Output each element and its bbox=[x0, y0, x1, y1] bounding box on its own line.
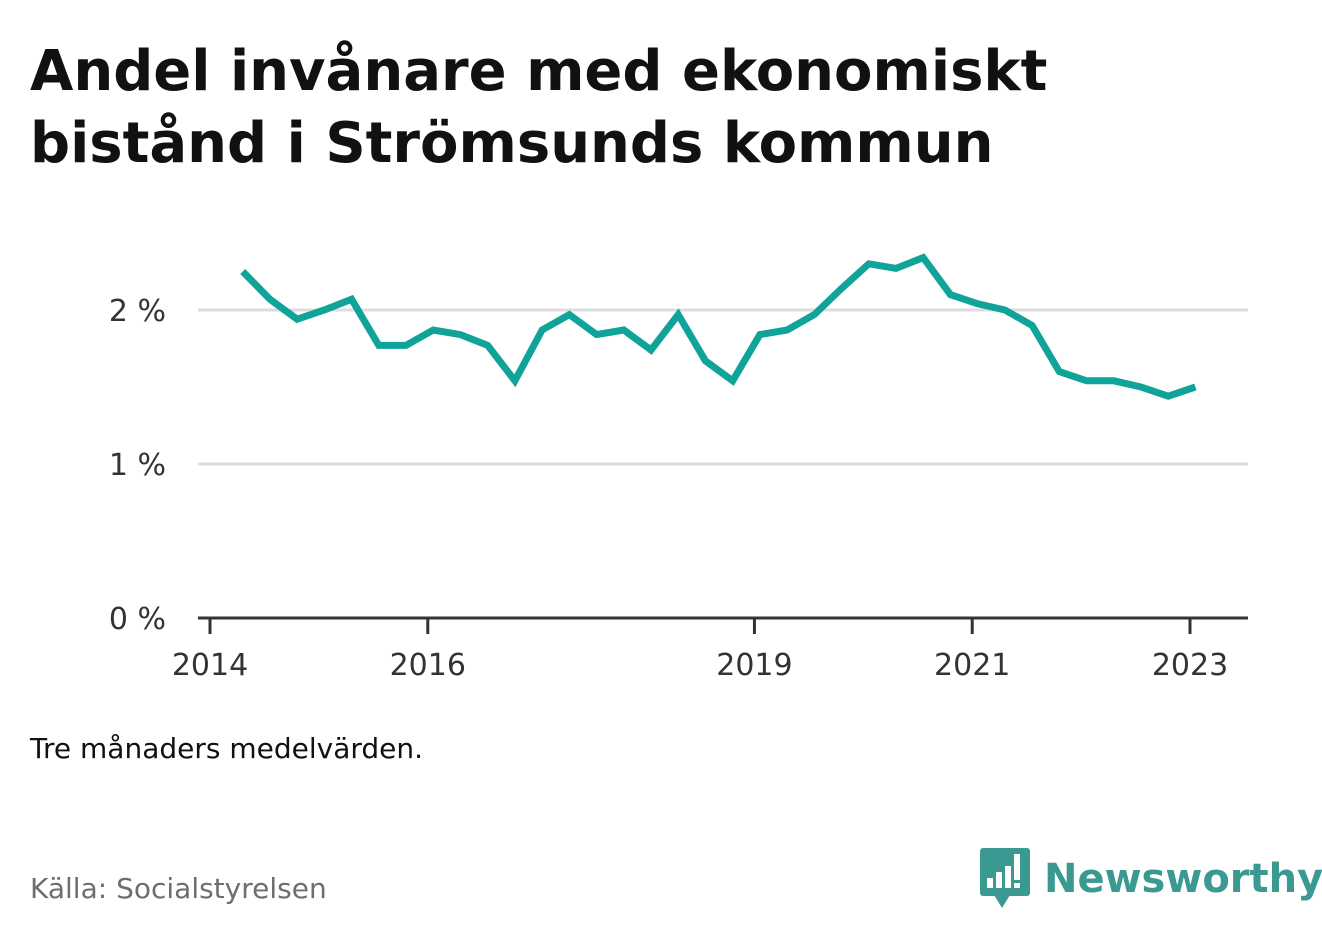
line-chart: 0 % 1 % 2 % 2014 2016 2019 2021 2023 bbox=[109, 253, 1248, 683]
series-layer bbox=[240, 253, 1197, 400]
source-text: Källa: Socialstyrelsen bbox=[30, 872, 327, 905]
brand-logo: Newsworthy bbox=[980, 848, 1322, 910]
brand-name: Newsworthy bbox=[1044, 856, 1322, 902]
x-tick-label: 2016 bbox=[390, 648, 466, 683]
gridlines bbox=[198, 308, 1248, 466]
y-tick-label: 1 % bbox=[109, 448, 166, 483]
y-tick-label: 0 % bbox=[109, 602, 166, 637]
x-tick-label: 2014 bbox=[172, 648, 248, 683]
x-axis: 2014 2016 2019 2021 2023 bbox=[172, 616, 1248, 683]
x-tick-label: 2019 bbox=[716, 648, 792, 683]
chart-title-line-1: Andel invånare med ekonomiskt bbox=[30, 39, 1048, 104]
bar-chart-speech-bubble-icon bbox=[980, 848, 1030, 908]
y-axis-tick-labels: 0 % 1 % 2 % bbox=[109, 294, 166, 637]
x-tick-label: 2023 bbox=[1152, 648, 1228, 683]
chart-note: Tre månaders medelvärden. bbox=[30, 732, 424, 765]
chart-title-line-2: bistånd i Strömsunds kommun bbox=[30, 111, 994, 176]
x-tick-label: 2021 bbox=[934, 648, 1010, 683]
series-line bbox=[240, 253, 1197, 400]
chart-title: Andel invånare med ekonomiskt bistånd i … bbox=[30, 36, 1230, 180]
y-tick-label: 2 % bbox=[109, 294, 166, 329]
